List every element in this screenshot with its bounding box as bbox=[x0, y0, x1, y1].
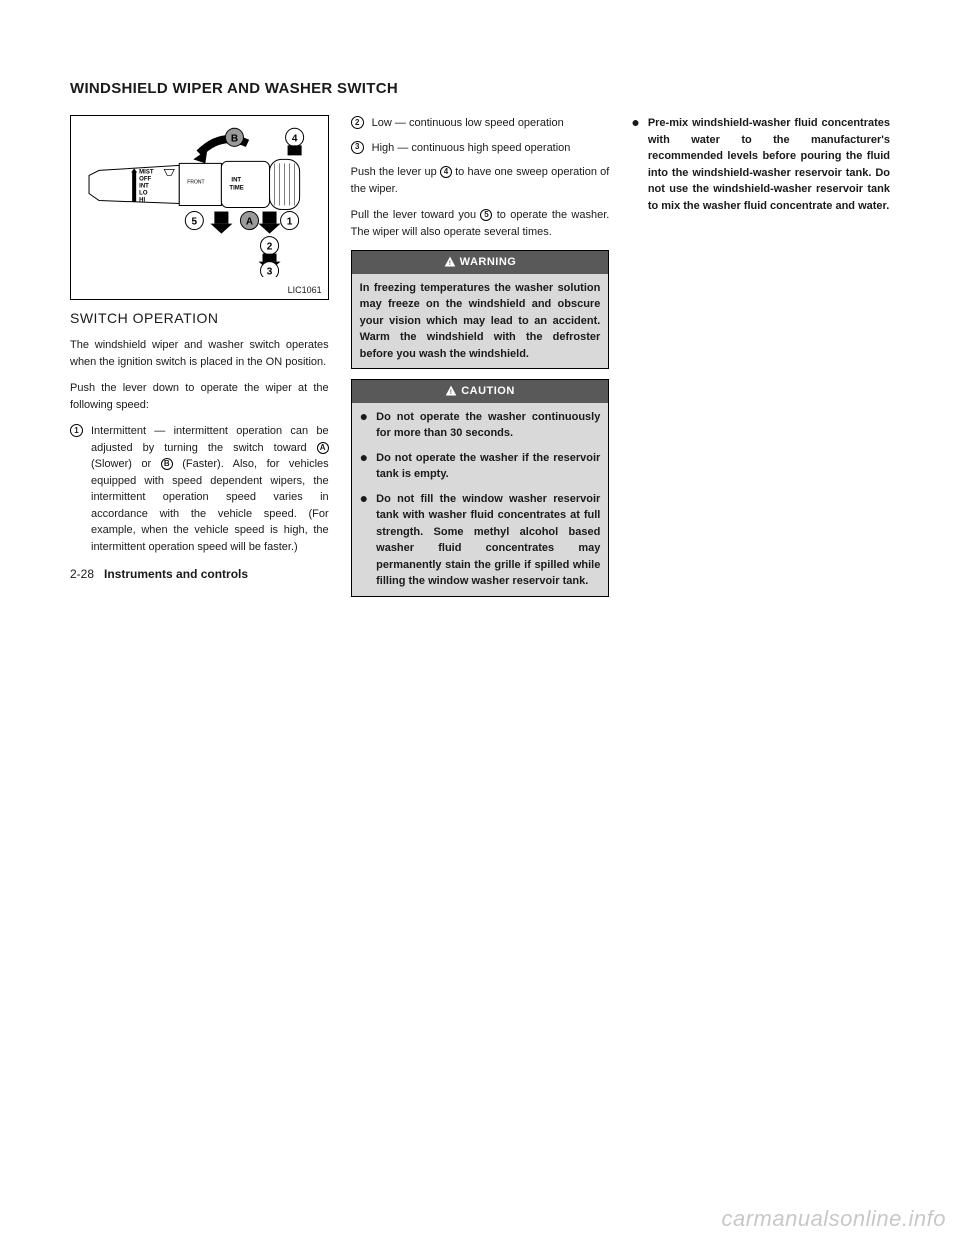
circled-b-icon: B bbox=[161, 458, 173, 470]
svg-text:TIME: TIME bbox=[229, 185, 243, 191]
bullet-icon: ● bbox=[631, 115, 639, 214]
para-operates: The windshield wiper and washer switch o… bbox=[70, 337, 329, 370]
caution-item-2: ● Do not operate the washer if the reser… bbox=[360, 450, 601, 483]
caution-item-3: ● Do not fill the window washer reservoi… bbox=[360, 491, 601, 590]
figure-caption: LIC1061 bbox=[288, 284, 322, 298]
svg-text:INT: INT bbox=[231, 177, 241, 183]
warning-body: In freezing temperatures the washer solu… bbox=[352, 274, 609, 369]
bullet-icon: ● bbox=[360, 450, 368, 483]
circled-a-icon: A bbox=[317, 442, 329, 454]
caution-item-1: ● Do not operate the washer continuously… bbox=[360, 409, 601, 442]
caution-icon: ! bbox=[445, 385, 457, 397]
caution-body: ● Do not operate the washer continuously… bbox=[352, 403, 609, 596]
column-3: ● Pre-mix windshield-washer fluid concen… bbox=[631, 115, 890, 1202]
svg-text:MIST: MIST bbox=[139, 169, 154, 175]
subheading-switch-operation: SWITCH OPERATION bbox=[70, 308, 329, 329]
warning-box: ! WARNING In freezing temperatures the w… bbox=[351, 250, 610, 369]
circled-3-icon: 3 bbox=[351, 141, 364, 154]
caution-box: ! CAUTION ● Do not operate the washer co… bbox=[351, 379, 610, 597]
section-name: Instruments and controls bbox=[104, 567, 248, 581]
circled-1-icon: 1 bbox=[70, 424, 83, 437]
manual-page: WINDSHIELD WIPER AND WASHER SWITCH bbox=[0, 0, 960, 1242]
svg-text:OFF: OFF bbox=[139, 176, 151, 182]
column-1: MIST OFF INT LO HI FRONT INT TIME bbox=[70, 115, 329, 1202]
circled-5-icon: 5 bbox=[480, 209, 492, 221]
wiper-switch-figure: MIST OFF INT LO HI FRONT INT TIME bbox=[70, 115, 329, 300]
warning-header: ! WARNING bbox=[352, 251, 609, 274]
svg-text:LO: LO bbox=[139, 190, 148, 196]
bullet-icon: ● bbox=[360, 491, 368, 590]
warning-label: WARNING bbox=[460, 254, 517, 271]
item-low-text: Low — continuous low speed operation bbox=[372, 115, 610, 132]
svg-text:1: 1 bbox=[287, 217, 293, 228]
bullet-icon: ● bbox=[360, 409, 368, 442]
svg-text:HI: HI bbox=[139, 198, 145, 204]
watermark: carmanualsonline.info bbox=[721, 1206, 946, 1232]
item-low: 2 Low — continuous low speed operation bbox=[351, 115, 610, 132]
svg-text:B: B bbox=[231, 133, 238, 144]
svg-text:A: A bbox=[246, 217, 253, 228]
circled-4-icon: 4 bbox=[440, 166, 452, 178]
svg-text:5: 5 bbox=[192, 217, 198, 228]
svg-text:2: 2 bbox=[267, 242, 273, 253]
wiper-stalk-svg: MIST OFF INT LO HI FRONT INT TIME bbox=[79, 124, 320, 277]
para-pull: Pull the lever toward you 5 to operate t… bbox=[351, 207, 610, 240]
svg-text:!: ! bbox=[450, 389, 453, 396]
premix-text: Pre-mix windshield-washer fluid concentr… bbox=[648, 115, 890, 214]
premix-bullet: ● Pre-mix windshield-washer fluid concen… bbox=[631, 115, 890, 214]
column-2: 2 Low — continuous low speed operation 3… bbox=[351, 115, 610, 1202]
caution-label: CAUTION bbox=[461, 383, 515, 400]
svg-text:!: ! bbox=[448, 260, 451, 267]
item-intermittent-text: Intermittent — intermittent operation ca… bbox=[91, 423, 329, 555]
para-push-down: Push the lever down to operate the wiper… bbox=[70, 380, 329, 413]
svg-text:3: 3 bbox=[267, 267, 273, 277]
page-number: 2-28 bbox=[70, 567, 94, 581]
para-push-up: Push the lever up 4 to have one sweep op… bbox=[351, 164, 610, 197]
page-footer: 2-28 Instruments and controls bbox=[70, 565, 329, 583]
page-title: WINDSHIELD WIPER AND WASHER SWITCH bbox=[70, 80, 890, 97]
item-high: 3 High — continuous high speed operation bbox=[351, 140, 610, 157]
title-area: WINDSHIELD WIPER AND WASHER SWITCH bbox=[70, 80, 890, 97]
item-intermittent: 1 Intermittent — intermittent operation … bbox=[70, 423, 329, 555]
circled-2-icon: 2 bbox=[351, 116, 364, 129]
warning-icon: ! bbox=[444, 256, 456, 268]
svg-text:FRONT: FRONT bbox=[187, 179, 204, 185]
svg-text:INT: INT bbox=[139, 183, 149, 189]
item-high-text: High — continuous high speed operation bbox=[372, 140, 610, 157]
caution-header: ! CAUTION bbox=[352, 380, 609, 403]
columns: MIST OFF INT LO HI FRONT INT TIME bbox=[70, 115, 890, 1202]
